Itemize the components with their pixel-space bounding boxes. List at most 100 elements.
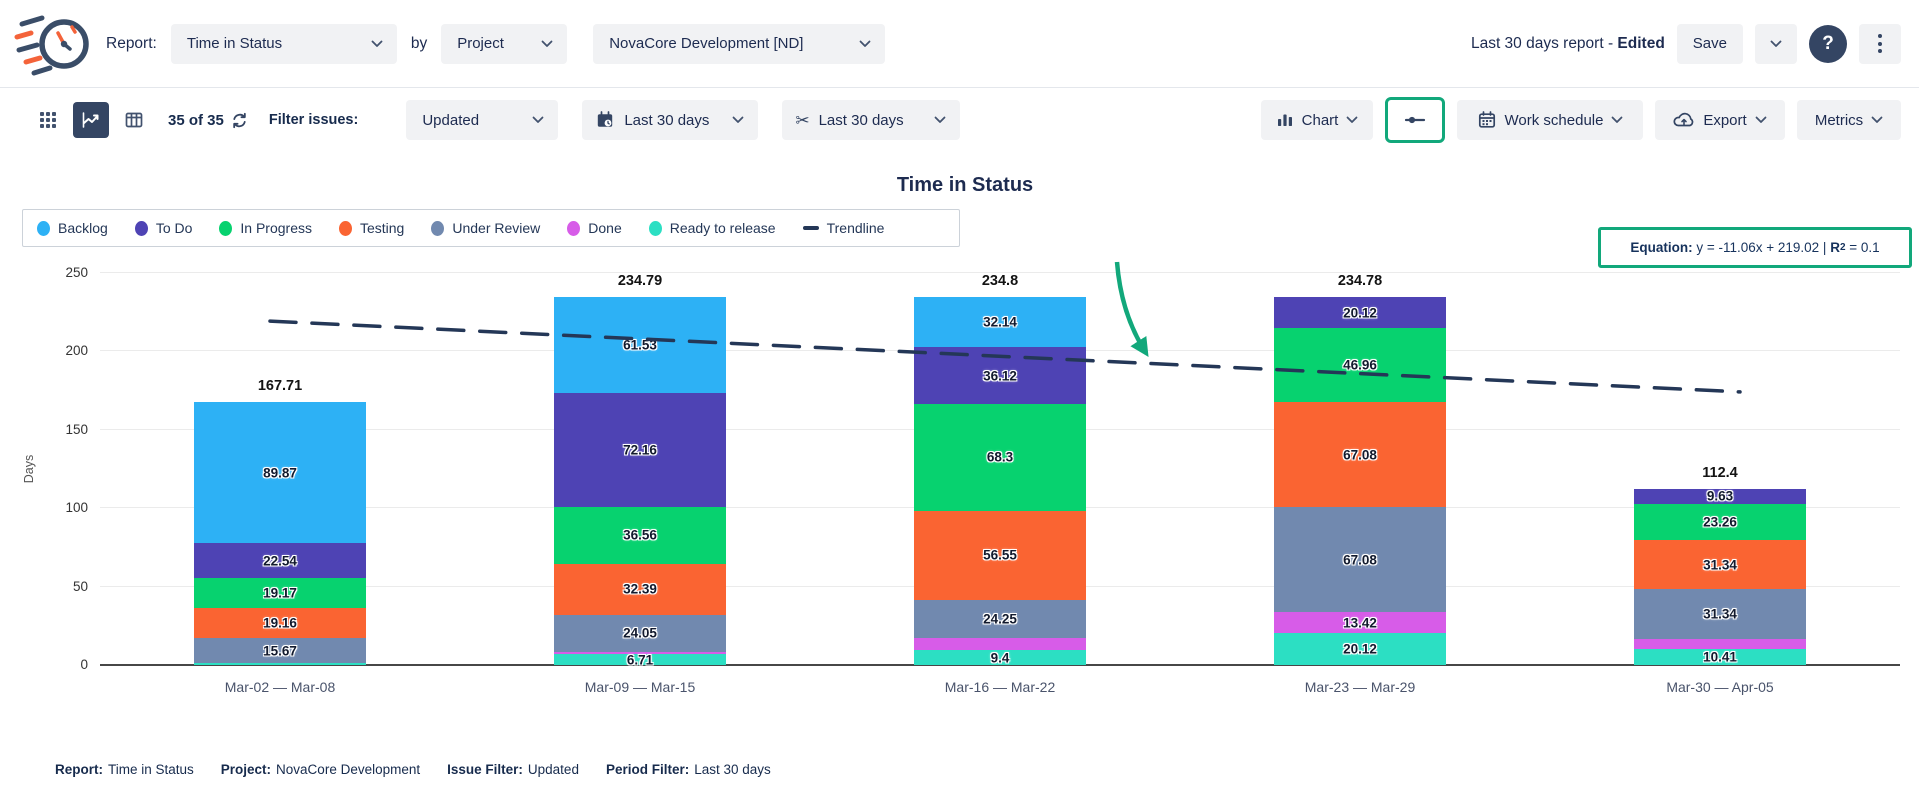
issue-count: 35 of 35 [168,111,249,130]
bar-segment-under-review[interactable]: 31.34 [1634,589,1806,639]
bar-segment-testing[interactable]: 56.55 [914,511,1086,600]
x-axis-label: Mar-09 — Mar-15 [584,679,696,695]
bar-segment-in-progress[interactable]: 19.17 [194,578,366,609]
bar-segment-to-do[interactable]: 20.12 [1274,296,1446,329]
legend-item-backlog[interactable]: Backlog [37,220,108,236]
bar-segment-under-review[interactable]: 67.08 [1274,507,1446,613]
bar-segment-in-progress[interactable]: 36.56 [554,506,726,564]
segment-value-label: 36.12 [983,367,1017,383]
segment-value-label: 61.53 [623,337,657,353]
legend-label: Under Review [452,220,541,236]
legend-label: To Do [155,220,193,236]
export-button-label: Export [1703,111,1747,129]
bar-segment-under-review[interactable]: 15.67 [194,638,366,663]
bar-segment-ready-to-release[interactable]: 20.12 [1274,633,1446,665]
x-axis-label: Mar-16 — Mar-22 [944,679,1056,695]
chevron-down-icon [1770,40,1782,47]
by-label: by [410,34,428,52]
help-button[interactable]: ? [1809,24,1847,63]
toolbar-right: Chart [1261,97,1901,143]
save-button[interactable]: Save [1676,23,1743,64]
segment-value-label: 68.3 [986,449,1014,465]
segment-value-label: 13.42 [1343,615,1377,631]
status-color-dot [338,220,352,236]
legend-label: Trendline [826,220,885,236]
legend-item-ready-to-release[interactable]: Ready to release [648,220,776,236]
header-actions: Last 30 days report - Edited Save ? [1471,23,1901,64]
bar-segment-ready-to-release[interactable]: 9.4 [914,650,1086,665]
bar-segment-backlog[interactable]: 61.53 [554,296,726,394]
bar-segment-to-do[interactable]: 22.54 [194,543,366,579]
equation-body: y = -11.06x + 219.02 | [1692,240,1831,255]
bar-segment-ready-to-release[interactable]: 6.71 [554,653,726,666]
legend-item-in-progress[interactable]: In Progress [219,220,312,236]
grid-view-button[interactable] [30,102,66,138]
report-select-value: Time in Status [186,35,283,52]
chart-settings-button[interactable] [1390,102,1440,138]
issue-filter-select[interactable]: Updated [406,100,559,140]
bar-segment-testing[interactable]: 67.08 [1274,402,1446,508]
bar-mar-02-—-mar-08: 15.67 19.16 19.17 22.54 89.87 167.71 [194,378,366,665]
bar-segment-to-do[interactable]: 72.16 [554,393,726,507]
bar-total-label: 167.71 [257,378,303,395]
bar-segment-to-do[interactable]: 36.12 [914,347,1086,404]
segment-value-label: 32.14 [983,314,1017,330]
segment-value-label: 9.63 [1706,488,1734,504]
legend-item-trendline[interactable]: Trendline [802,220,885,236]
chart-view-button[interactable] [73,102,109,138]
project-select[interactable]: NovaCore Development [ND] [593,23,886,64]
timeline-view-icon [125,112,143,128]
y-tick-label: 150 [65,421,88,437]
chart-type-button[interactable]: Chart [1261,100,1373,140]
filter-issues-label: Filter issues: [268,112,359,128]
sprint-period-filter[interactable]: ✂ Last 30 days [782,100,961,140]
bar-segment-testing[interactable]: 32.39 [554,563,726,615]
bar-segment-ready-to-release[interactable] [194,662,366,665]
bar-segment-in-progress[interactable]: 23.26 [1634,503,1806,541]
chevron-down-icon [732,116,744,123]
legend-item-to-do[interactable]: To Do [134,220,193,236]
bar-segment-under-review[interactable]: 24.05 [554,614,726,653]
grid-view-icon [40,112,56,128]
legend-label: Testing [359,220,405,236]
bar-segment-under-review[interactable]: 24.25 [914,599,1086,638]
bar-segment-testing[interactable]: 19.16 [194,608,366,639]
date-range-filter[interactable]: Last 30 days [582,100,759,140]
bar-segment-done[interactable] [1634,638,1806,649]
bar-segment-backlog[interactable]: 89.87 [194,402,366,543]
bar-segment-done[interactable] [914,637,1086,651]
legend-item-done[interactable]: Done [567,220,622,236]
group-by-select[interactable]: Project [441,23,568,64]
project-select-value: NovaCore Development [ND] [609,35,804,52]
calendar-icon [1478,111,1495,128]
segment-value-label: 15.67 [263,642,297,658]
more-menu-button[interactable] [1859,23,1901,64]
status-color-dot [648,220,662,236]
bar-segment-in-progress[interactable]: 46.96 [1274,328,1446,403]
bar-segment-done[interactable]: 13.42 [1274,612,1446,634]
segment-value-label: 22.54 [263,552,297,568]
timeline-view-button[interactable] [116,102,152,138]
work-schedule-button[interactable]: Work schedule [1457,100,1643,140]
chevron-down-icon [1346,116,1358,123]
report-select[interactable]: Time in Status [170,23,397,64]
bar-segment-to-do[interactable]: 9.63 [1634,488,1806,504]
bar-chart-icon [1277,114,1292,126]
save-options-button[interactable] [1755,23,1797,64]
bar-segment-in-progress[interactable]: 68.3 [914,403,1086,511]
bar-segment-done[interactable] [554,652,726,655]
chevron-down-icon [541,40,553,47]
bar-segment-backlog[interactable]: 32.14 [914,296,1086,348]
export-button[interactable]: Export [1655,100,1785,140]
bar-segment-testing[interactable]: 31.34 [1634,540,1806,590]
segment-value-label: 31.34 [1703,606,1737,622]
bar-segment-ready-to-release[interactable]: 10.41 [1634,648,1806,665]
legend-item-testing[interactable]: Testing [338,220,405,236]
view-switcher [30,102,152,138]
refresh-icon[interactable] [230,111,249,130]
legend-item-under-review[interactable]: Under Review [431,220,540,236]
metrics-button[interactable]: Metrics [1797,100,1901,140]
segment-value-label: 23.26 [1703,514,1737,530]
